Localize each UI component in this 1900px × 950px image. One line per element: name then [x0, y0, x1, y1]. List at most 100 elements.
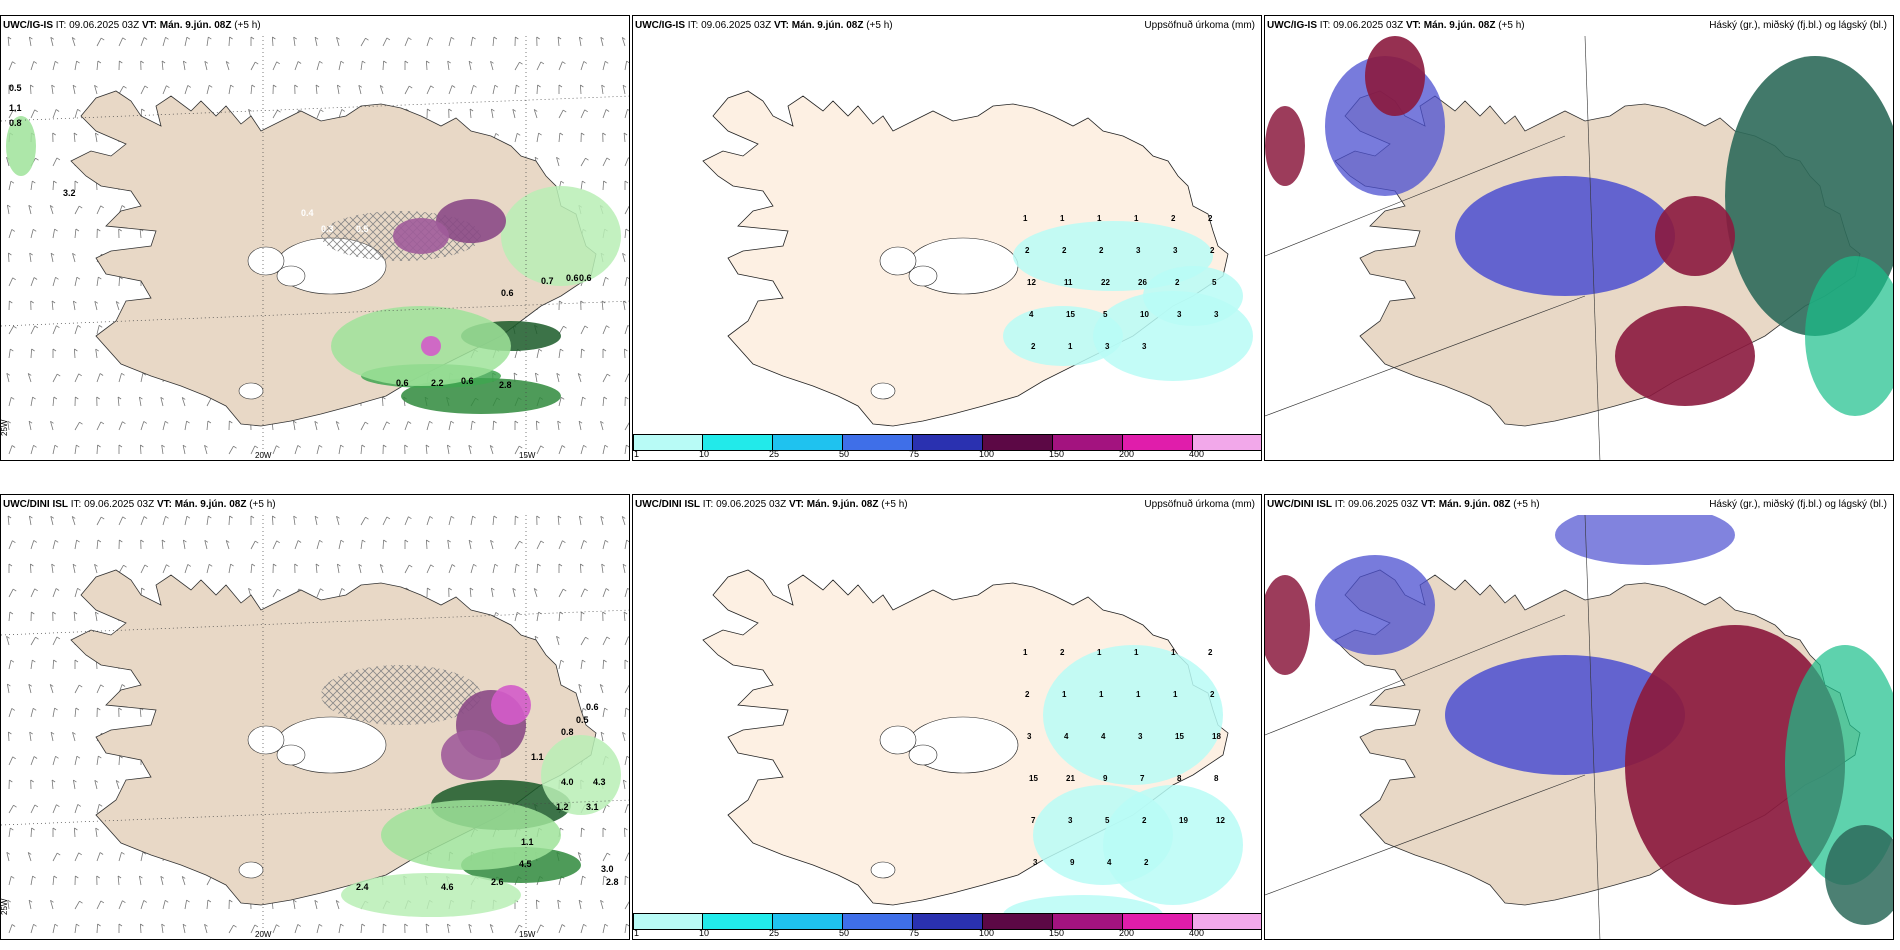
precip-amount-label: 8 — [1177, 774, 1182, 783]
accum-precip-panel-dini: 1 2 1 1 1 2 2 1 1 1 1 2 3 4 4 3 15 18 15 21 9 7 8 8 7 3 5 2 19 12 3 9 4 2… — [632, 494, 1262, 940]
colorbar-swatch — [983, 434, 1053, 450]
model-name: UWC/IG-IS — [635, 20, 685, 31]
panel-header: UWC/IG-IS IT: 09.06.2025 03Z VT: Mán. 9.… — [1265, 16, 1893, 36]
precip-amount-label: 1 — [1099, 690, 1104, 699]
precip-value-label: 4.3 — [593, 777, 606, 787]
lead-time: (+5 h) — [1513, 499, 1540, 510]
precip-amount-label: 5 — [1103, 310, 1108, 319]
colorbar-swatch — [1123, 434, 1193, 450]
precip-amount-label: 2 — [1099, 246, 1104, 255]
valid-time: VT: Mán. 9.jún. 08Z — [773, 20, 864, 31]
colorbar-swatch — [843, 913, 913, 929]
precip-value-label: 0.6 — [586, 702, 599, 712]
precip-value-label: 2.8 — [606, 877, 619, 887]
precip-value-label: 0.3 — [321, 224, 334, 234]
precip-amount-label: 3 — [1214, 310, 1219, 319]
precip-value-label: 4.0 — [561, 777, 574, 787]
precip-value-label: 2.2 — [431, 378, 444, 388]
precip-value-label: 3.0 — [601, 864, 614, 874]
init-time: IT: 09.06.2025 03Z — [687, 20, 772, 31]
wind-map: 20W 15W 25W 0.6 0.50.8 1.1 1.2 3.1 4.0 4.3 1.1 4.5 3… — [1, 515, 629, 939]
colorbar-tick: 150 — [1049, 928, 1065, 938]
colorbar-tick: 1 — [634, 928, 640, 938]
field-title: Háský (gr.), miðský (fj.bl.) og lágský (… — [1709, 20, 1887, 31]
precip-value-label: 1.1 — [531, 752, 544, 762]
colorbar: 1 10 25 50 75 100 150 200 400 — [633, 434, 1261, 460]
colorbar-swatch — [843, 434, 913, 450]
colorbar-tick: 50 — [839, 449, 850, 459]
precip-amount-label: 2 — [1142, 816, 1147, 825]
model-name: UWC/IG-IS — [1267, 20, 1317, 31]
panel-header: UWC/DINI ISL IT: 09.06.2025 03Z VT: Mán.… — [633, 495, 1261, 515]
valid-time: VT: Mán. 9.jún. 08Z — [141, 20, 232, 31]
accum-precip-panel-igis: 1 1 1 1 2 2 2 2 2 3 3 2 12 11 22 26 2 5 4 15 5 10 3 3 2 1 3 3 1 10 25 5… — [632, 15, 1262, 461]
precip-amount-label: 5 — [1212, 278, 1217, 287]
precip-amount-label: 1 — [1097, 214, 1102, 223]
lon-label-25w: 25W — [1, 898, 9, 915]
precip-amount-label: 2 — [1060, 648, 1065, 657]
precip-amount-label: 3 — [1136, 246, 1141, 255]
wind-precip-panel-dini: 20W 15W 25W 0.6 0.5 0.8 1.1 1.2 3.1 4.0 4.3 1.1 4.5 3… — [0, 494, 630, 940]
precip-amount-label: 26 — [1138, 278, 1147, 287]
colorbar-tick: 10 — [699, 449, 710, 459]
precip-amount-label: 15 — [1029, 774, 1038, 783]
precip-amount-label: 3 — [1173, 246, 1178, 255]
precip-value-label: 2.4 — [356, 882, 369, 892]
precip-amount-label: 2 — [1208, 648, 1213, 657]
colorbar-tick: 75 — [909, 928, 920, 938]
precip-amount-label: 18 — [1212, 732, 1221, 741]
precip-amount-label: 11 — [1064, 278, 1073, 287]
colorbar-swatch — [983, 913, 1053, 929]
cloud-map — [1265, 515, 1893, 939]
precip-value-label: 1.1 — [521, 837, 534, 847]
precip-amount-label: 2 — [1210, 246, 1215, 255]
precip-amount-label: 2 — [1210, 690, 1215, 699]
precip-amount-label: 1 — [1060, 214, 1065, 223]
field-title: Háský (gr.), miðský (fj.bl.) og lágský (… — [1709, 499, 1887, 510]
precip-amount-label: 7 — [1031, 816, 1036, 825]
precip-amount-label: 2 — [1144, 858, 1149, 867]
precip-amount-label: 3 — [1142, 342, 1147, 351]
colorbar-swatch — [773, 913, 843, 929]
precip-value-label: 2.8 — [499, 380, 512, 390]
precip-amount-label: 4 — [1107, 858, 1112, 867]
precip-value-label: 3.1 — [586, 802, 599, 812]
colorbar-swatch — [703, 434, 773, 450]
precip-value-label: 0.6 — [461, 376, 474, 386]
valid-time: VT: Mán. 9.jún. 08Z — [156, 499, 247, 510]
precip-amount-label: 1 — [1171, 648, 1176, 657]
colorbar-tick: 400 — [1189, 928, 1205, 938]
lon-label-25w: 25W — [1, 419, 9, 436]
precip-amount-label: 10 — [1140, 310, 1149, 319]
precip-amount-label: 1 — [1068, 342, 1073, 351]
precip-value-label: 0.6 — [579, 273, 592, 283]
precip-amount-label: 2 — [1025, 246, 1030, 255]
valid-time: VT: Mán. 9.jún. 08Z — [1405, 20, 1496, 31]
precip-amount-label: 22 — [1101, 278, 1110, 287]
precip-amount-label: 1 — [1136, 690, 1141, 699]
precip-value-label: 0.7 — [541, 276, 554, 286]
precip-amount-label: 2 — [1171, 214, 1176, 223]
init-time: IT: 09.06.2025 03Z — [1319, 20, 1404, 31]
colorbar-swatch — [913, 434, 983, 450]
colorbar-tick: 25 — [769, 449, 780, 459]
precip-value-label: 0.5 — [576, 715, 589, 725]
precip-amount-label: 3 — [1033, 858, 1038, 867]
precip-map: 1 1 1 1 2 22 2 2 3 3 212 11 22 26 2 54 15 5 10 3 32 1 3 3 — [633, 36, 1261, 460]
precip-amount-label: 1 — [1173, 690, 1178, 699]
colorbar-swatch — [773, 434, 843, 450]
model-name: UWC/IG-IS — [3, 20, 53, 31]
colorbar-swatch — [913, 913, 983, 929]
precip-amount-label: 2 — [1062, 246, 1067, 255]
precip-value-label: 0.6 — [396, 378, 409, 388]
panel-header: UWC/IG-IS IT: 09.06.2025 03Z VT: Mán. 9.… — [633, 16, 1261, 36]
lead-time: (+5 h) — [234, 20, 261, 31]
colorbar-tick: 10 — [699, 928, 710, 938]
init-time: IT: 09.06.2025 03Z — [1334, 499, 1419, 510]
lon-label-15w: 15W — [519, 930, 536, 939]
panel-header: UWC/DINI ISL IT: 09.06.2025 03Z VT: Mán.… — [1, 495, 629, 515]
colorbar-tick: 150 — [1049, 449, 1065, 459]
colorbar: 1 10 25 50 75 100 150 200 400 — [633, 913, 1261, 939]
precip-amount-label: 9 — [1103, 774, 1108, 783]
